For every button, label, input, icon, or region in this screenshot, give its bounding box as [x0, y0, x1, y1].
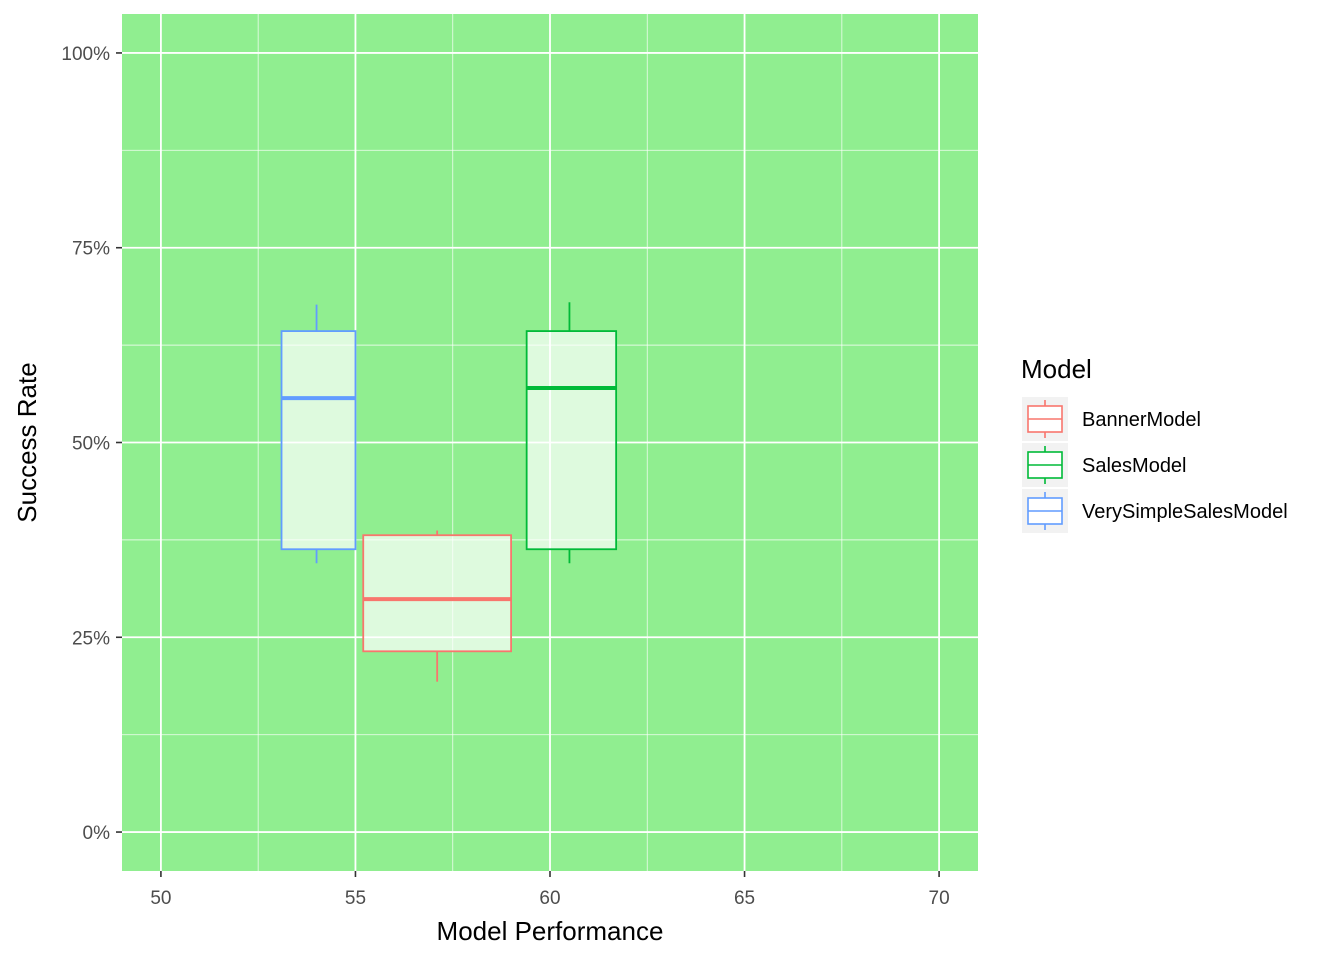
legend-title: Model [1021, 354, 1092, 384]
y-tick-label: 50% [72, 434, 110, 455]
box-very-simple-sales-model [280, 304, 357, 564]
y-axis-title: Success Rate [12, 362, 42, 522]
box-body [362, 534, 512, 653]
box-body [280, 330, 357, 551]
x-tick-label: 55 [345, 888, 366, 909]
x-tick-label: 70 [929, 888, 950, 909]
x-axis-title: Model Performance [437, 916, 664, 946]
box-banner-model [362, 530, 512, 682]
x-tick-label: 65 [734, 888, 755, 909]
y-tick-label: 25% [72, 628, 110, 649]
legend-item-very-simple-sales-model: VerySimpleSalesModel [1022, 489, 1288, 533]
legend-item-sales-model: SalesModel [1022, 443, 1187, 487]
x-tick-label: 60 [539, 888, 560, 909]
legend: Model BannerModel SalesModel VerySimpleSal… [1021, 354, 1288, 533]
box-body [525, 330, 618, 551]
x-tick-label: 50 [150, 888, 171, 909]
y-tick-label: 75% [72, 239, 110, 260]
legend-label-very-simple-sales-model: VerySimpleSalesModel [1082, 501, 1288, 523]
legend-label-sales-model: SalesModel [1082, 455, 1187, 477]
y-tick-label: 100% [61, 44, 110, 65]
legend-item-banner-model: BannerModel [1022, 397, 1201, 441]
box-sales-model [525, 302, 618, 564]
legend-label-banner-model: BannerModel [1082, 409, 1201, 431]
y-tick-label: 0% [83, 823, 111, 844]
boxes [280, 302, 618, 682]
axes: 50 55 60 65 70 0% 25% 50% 75% 100% [61, 44, 949, 909]
